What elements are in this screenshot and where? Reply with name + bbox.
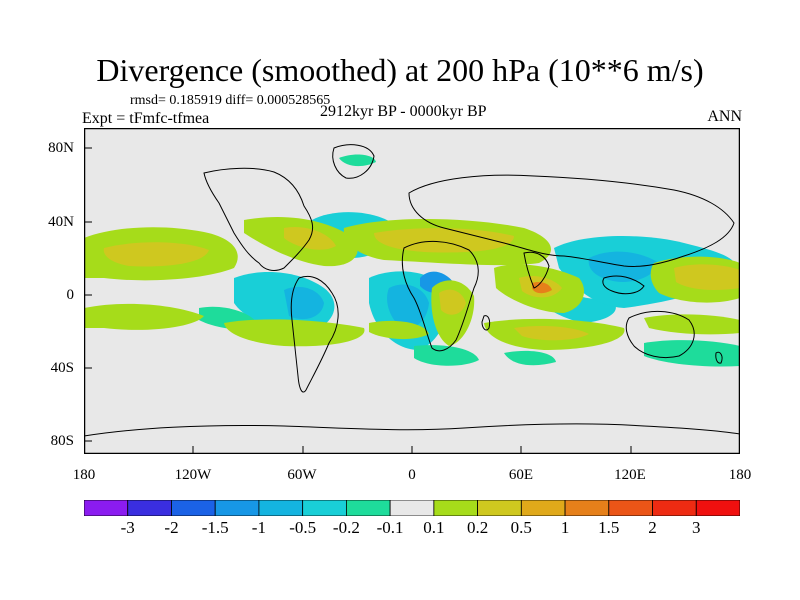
colorbar-swatch	[564, 500, 610, 516]
y-tick-label: 40S	[50, 360, 74, 376]
colorbar-label: -0.2	[332, 518, 360, 537]
colorbar-swatch	[214, 500, 260, 516]
pos-field-north-africa-core	[374, 228, 514, 253]
stats-line: rmsd= 0.185919 diff= 0.000528565	[130, 93, 331, 108]
neg-field-atlantic-core	[387, 284, 429, 329]
contour-fields	[84, 154, 740, 367]
coastline-greenland	[332, 144, 375, 179]
colorbar-swatch	[608, 500, 653, 516]
colorbar-label: -1.5	[201, 518, 229, 537]
colorbar-label: -2	[164, 518, 179, 537]
colorbar-label: 0.5	[510, 518, 532, 537]
colorbar-swatch	[171, 500, 216, 516]
pos-field-central-pacific-core	[103, 242, 209, 267]
coastline-india	[523, 251, 550, 289]
season-label: ANN	[707, 108, 742, 125]
coastline-australia	[625, 310, 695, 359]
colorbar-label: 1	[560, 518, 570, 537]
colorbar-swatch	[477, 500, 522, 516]
colorbar-label: -3	[120, 518, 135, 537]
colorbar-swatch	[433, 500, 478, 516]
colorbar-label: -1	[251, 518, 266, 537]
colorbar-swatch	[695, 500, 740, 516]
coastline-new-zealand	[715, 351, 723, 364]
colorbar-label: 1.5	[598, 518, 620, 537]
colorbar-label: 3	[692, 518, 701, 537]
x-tick-label: 60E	[508, 467, 534, 483]
coastline-south-america	[290, 275, 339, 393]
pos-field-south-indian-core	[514, 326, 589, 341]
colorbar-label: 2	[648, 518, 657, 537]
coastline-maritime	[602, 275, 645, 295]
coastline-north-america	[203, 167, 314, 271]
y-tick-label: 80N	[48, 140, 74, 156]
colorbar-label: -0.5	[289, 518, 317, 537]
x-tick-label: 180	[728, 467, 752, 483]
neg-field-arctic	[339, 154, 376, 167]
divergence-map	[84, 128, 740, 454]
x-tick-label: 120W	[174, 467, 212, 483]
pos-field-south-pacific	[84, 303, 204, 330]
coastlines	[84, 144, 740, 437]
colorbar-swatch	[652, 500, 697, 516]
pos-field-south-pacific-2	[224, 319, 365, 347]
y-tick-label: 40N	[48, 214, 74, 230]
colorbar-swatch	[302, 500, 347, 516]
x-tick-label: 60W	[287, 467, 317, 483]
coastline-africa	[401, 240, 479, 352]
colorbar-label: 0.1	[423, 518, 445, 537]
neg-field-maritime-core	[588, 251, 659, 283]
colorbar-label: 0.2	[466, 518, 489, 537]
neg-field-amazon-core	[284, 286, 324, 320]
x-tick-label: 120E	[614, 467, 646, 483]
period-label: 2912kyr BP - 0000kyr BP	[320, 103, 487, 120]
y-tick-label: 0	[66, 287, 75, 303]
y-tick-label: 80S	[50, 433, 74, 449]
colorbar-swatch	[258, 500, 304, 516]
pos-field-south-atlantic	[369, 320, 429, 340]
experiment-label: Expt = tFmfc-tfmea	[82, 110, 210, 127]
coastline-madagascar	[481, 315, 491, 331]
coastline-antarctica	[84, 423, 740, 437]
pos-field-west-pacific-core	[674, 264, 740, 290]
colorbar-label: -0.1	[376, 518, 404, 537]
colorbar-swatch	[520, 500, 566, 516]
coastline-eurasia	[408, 174, 735, 267]
map-ticks	[84, 147, 632, 454]
neg-field-south-indian-2	[504, 350, 556, 366]
pos-field-indian-max	[532, 281, 552, 294]
colorbar-swatch	[84, 500, 129, 516]
colorbar-swatch	[389, 500, 435, 516]
colorbar-swatch	[345, 500, 391, 516]
colorbar	[84, 500, 740, 516]
x-tick-label: 180	[72, 467, 96, 483]
x-tick-label: 0	[408, 467, 416, 483]
neg-field-south-atlantic	[414, 345, 479, 366]
chart-title: Divergence (smoothed) at 200 hPa (10**6 …	[96, 52, 704, 88]
colorbar-swatch	[127, 500, 172, 516]
pos-field-east-africa-core	[439, 289, 466, 315]
